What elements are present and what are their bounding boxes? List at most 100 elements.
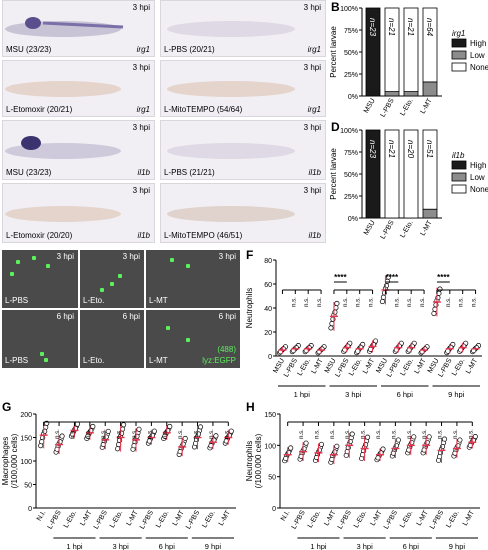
x-tick-label: L-PBS <box>139 509 155 530</box>
condition-label: L-MT <box>149 296 168 305</box>
data-point <box>433 302 439 308</box>
fluorescence-image-3hpi-lmt: 3 hpi L-MT <box>146 250 240 308</box>
condition-label: L-PBS <box>5 296 29 305</box>
condition-label: L-Eto. <box>83 296 105 305</box>
data-point <box>90 423 96 430</box>
gene-label: il1b <box>137 168 150 177</box>
ns-label: n.s. <box>209 429 215 439</box>
bar-segment <box>384 129 400 219</box>
y-tick-label: 0 <box>28 506 32 513</box>
data-point <box>286 449 292 456</box>
ns-label: n.s. <box>178 429 184 439</box>
x-tick-label: L-MT <box>311 357 326 375</box>
time-label: 6 hpi <box>122 312 140 321</box>
x-tick-label: L-PBS <box>383 509 399 530</box>
ish-image-msu-irg1: 3 hpi MSU (23/23) irg1 <box>2 0 155 57</box>
x-tick-label: L-PBS <box>47 509 63 530</box>
x-tick-label: L-PBS <box>283 357 299 378</box>
significance-label: **** <box>386 273 399 282</box>
group-label: 3 hpi <box>345 390 362 398</box>
y-tick-label: 40 <box>264 306 272 313</box>
time-label: 3 hpi <box>56 252 74 261</box>
ish-image-lpbs-il1b: 3 hpi L-PBS (21/21) il1b <box>160 120 326 180</box>
ns-label: n.s. <box>117 429 123 439</box>
ns-label: n.s. <box>459 297 465 307</box>
legend-swatch <box>451 38 467 48</box>
data-point <box>213 433 219 439</box>
ns-label: n.s. <box>438 429 444 439</box>
bar-segment <box>365 129 381 219</box>
y-tick-label: 75% <box>344 150 358 157</box>
ns-label: n.s. <box>345 429 351 439</box>
y-tick-label: 100 <box>20 459 32 466</box>
panel-label-f: F <box>246 248 254 262</box>
channel-label: (488) <box>217 345 236 354</box>
fluorescence-image-6hpi-leto: 6 hpi L-Eto. <box>80 310 144 368</box>
legend-swatch <box>451 50 467 60</box>
ns-label: n.s. <box>132 429 138 439</box>
ns-label: n.s. <box>376 429 382 439</box>
ns-label: n.s. <box>314 429 320 439</box>
x-tick-label: L-PBS <box>185 509 201 530</box>
bar-segment <box>422 81 438 97</box>
data-point <box>439 444 446 450</box>
condition-label: L-Eto. <box>83 356 105 365</box>
n-label: n=21 <box>387 140 396 158</box>
data-point <box>437 286 443 292</box>
ns-label: n.s. <box>343 297 349 307</box>
group-label: 1 hpi <box>294 390 311 398</box>
x-tick-label: L-Eto. <box>399 219 414 239</box>
n-label: n=64 <box>425 18 434 37</box>
time-label: 3 hpi <box>303 63 321 72</box>
panel-label-d: D <box>331 120 340 134</box>
data-point <box>228 428 234 434</box>
ns-label: n.s. <box>163 429 169 439</box>
x-tick-label: L-Eto. <box>297 357 312 377</box>
x-tick-label: L-MT <box>218 509 233 527</box>
ns-label: n.s. <box>472 297 478 307</box>
x-tick-label: L-PBS <box>334 357 350 378</box>
gene-label: il1b <box>308 231 321 240</box>
n-label: n=21 <box>387 18 396 36</box>
y-axis-label: (/100,000 cells) <box>254 433 263 488</box>
data-point <box>431 310 437 317</box>
y-tick-label: 150 <box>264 412 276 419</box>
x-tick-label: L-PBS <box>386 357 402 378</box>
gene-label: irg1 <box>136 45 150 54</box>
data-point <box>42 428 48 434</box>
y-tick-label: 25% <box>344 194 358 201</box>
ns-label: n.s. <box>317 297 323 307</box>
data-point <box>74 421 81 427</box>
bar-segment <box>403 91 419 97</box>
n-label: n=23 <box>368 18 377 37</box>
data-point <box>151 428 157 434</box>
ns-label: n.s. <box>361 429 367 439</box>
time-label: 3 hpi <box>122 252 140 261</box>
y-axis-label: Percent larvae <box>329 148 338 200</box>
gene-label: il1b <box>137 231 150 240</box>
legend-label: Low <box>470 51 485 60</box>
fluorescence-image-3hpi-lpbs: 3 hpi L-PBS <box>2 250 78 308</box>
condition-label: L-MT <box>149 356 168 365</box>
x-tick-label: L-MT <box>369 509 384 527</box>
x-tick-label: MSU <box>363 220 377 237</box>
y-axis-label: Neutrophils <box>245 288 254 328</box>
data-point <box>349 431 355 437</box>
time-label: 3 hpi <box>303 186 321 195</box>
group-label: 6 hpi <box>159 542 176 550</box>
time-label: 3 hpi <box>218 252 236 261</box>
n-label: n=21 <box>406 18 415 36</box>
y-tick-label: 0% <box>348 94 358 101</box>
x-tick-label: L-MT <box>416 509 431 527</box>
y-axis-label: Percent larvae <box>329 26 338 78</box>
y-tick-label: 150 <box>20 436 32 443</box>
ish-image-lmitotempo-irg1: 3 hpi L-MitoTEMPO (54/64) irg1 <box>160 60 326 117</box>
n-label: n=51 <box>425 140 434 158</box>
condition-label: MSU (23/23) <box>6 45 52 54</box>
data-point <box>330 316 336 322</box>
y-tick-label: 100 <box>264 443 276 450</box>
data-point <box>411 434 417 440</box>
legend-swatch <box>451 184 467 194</box>
x-tick-label: L-Eto. <box>155 509 170 529</box>
